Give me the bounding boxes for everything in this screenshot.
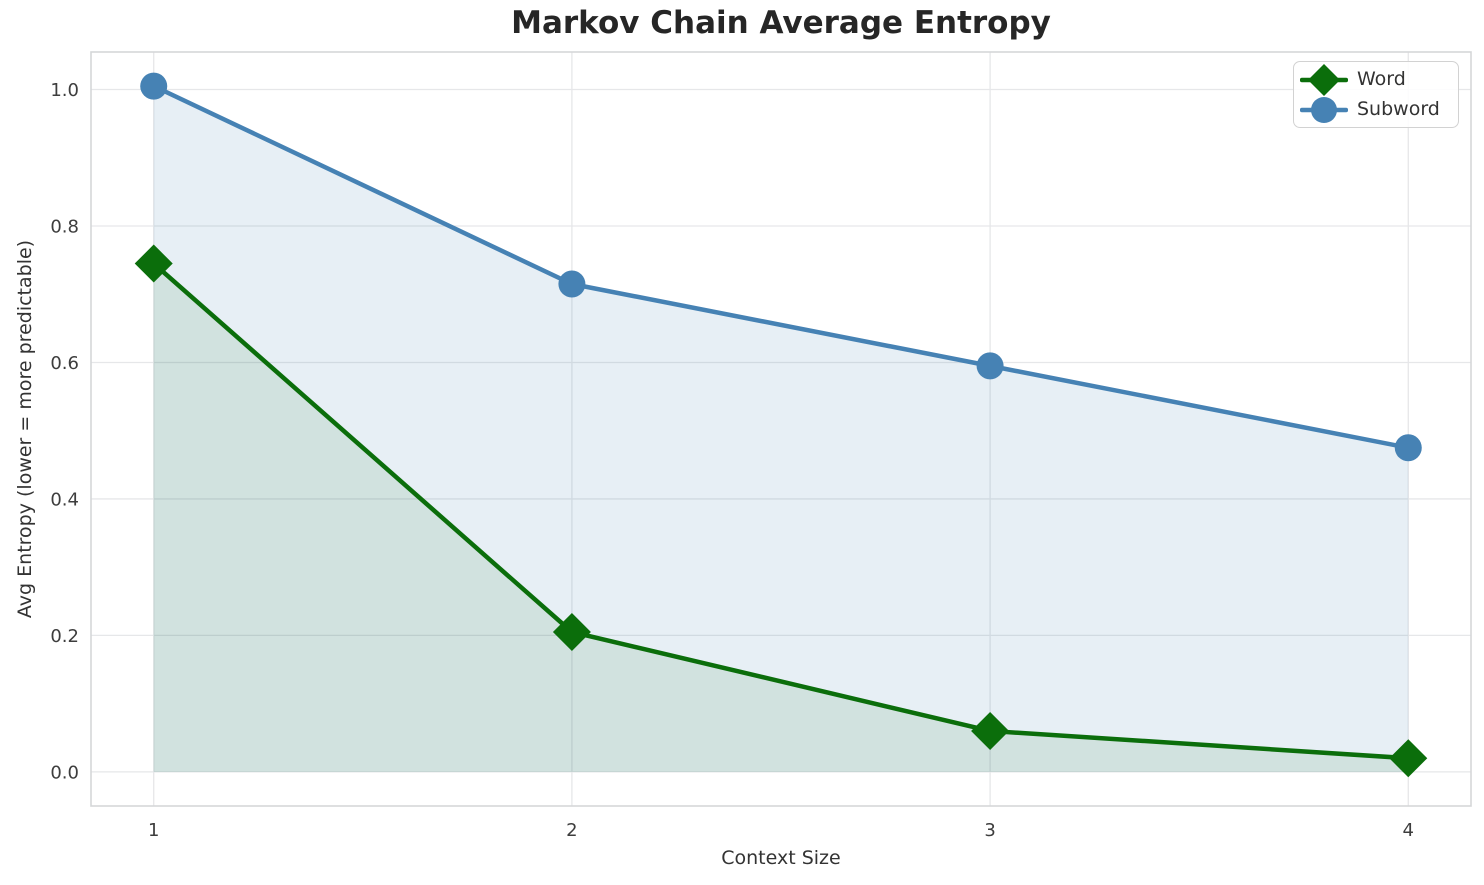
chart-title: Markov Chain Average Entropy: [511, 5, 1051, 41]
data-point-word: [134, 244, 173, 283]
y-tick-label: 1.0: [50, 80, 79, 101]
plot-border: [90, 51, 1472, 807]
legend: Word Subword: [1293, 61, 1459, 128]
data-point-subword: [976, 352, 1004, 380]
data-point-word: [552, 613, 591, 651]
x-tick-label: 1: [148, 820, 159, 841]
y-tick-label: 0.4: [50, 489, 79, 510]
x-axis-label: Context Size: [721, 847, 841, 869]
legend-item-subword: Subword: [1300, 95, 1448, 125]
data-point-word: [1389, 739, 1428, 778]
series-line-word: [151, 261, 1411, 761]
legend-item-word: Word: [1300, 63, 1448, 96]
area-fill-word: [153, 263, 1409, 772]
y-tick-label: 0.6: [50, 353, 79, 374]
x-tick-label: 3: [984, 820, 995, 841]
data-point-subword: [1394, 434, 1422, 462]
y-tick-label: 0.2: [50, 626, 79, 647]
circle-marker-icon: [1300, 96, 1348, 123]
area-fill-subword: [153, 86, 1409, 772]
legend-label: Word: [1357, 68, 1406, 90]
y-tick-label: 0.0: [50, 762, 79, 783]
x-tick-label: 4: [1403, 820, 1414, 841]
data-point-word: [971, 711, 1010, 750]
data-point-subword: [558, 270, 586, 298]
data-point-subword: [140, 72, 168, 100]
legend-marker: [1311, 96, 1337, 123]
y-tick-label: 0.8: [50, 217, 79, 238]
x-tick-label: 2: [566, 820, 577, 841]
diamond-marker-icon: [1300, 63, 1348, 96]
series-line-subword: [151, 83, 1411, 451]
legend-label: Subword: [1357, 98, 1440, 120]
legend-marker: [1308, 63, 1340, 96]
